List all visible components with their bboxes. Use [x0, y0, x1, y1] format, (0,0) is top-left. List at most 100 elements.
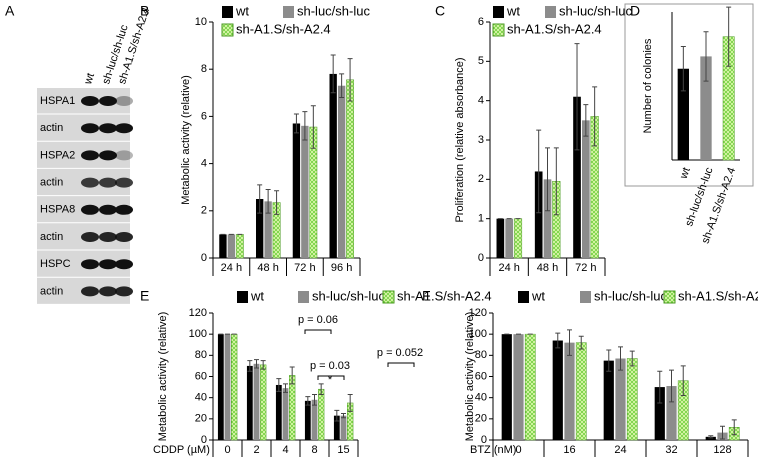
- panel-letter: E: [140, 288, 149, 304]
- error-bar: [545, 147, 550, 212]
- bar: [666, 386, 677, 440]
- y-axis-label: Number of colonies: [642, 38, 654, 133]
- y-tick-label: 4: [478, 95, 484, 107]
- blot-band: [115, 96, 133, 106]
- bar: [304, 400, 311, 440]
- error-bar: [265, 189, 271, 214]
- legend-label: sh-A1.S/sh-A2.4: [507, 21, 602, 36]
- bar: [246, 365, 253, 440]
- blot-row-label: actin: [40, 122, 63, 134]
- x-tick-label: wt: [678, 166, 693, 181]
- bar: [340, 415, 347, 440]
- blot-row-label: HSPC: [40, 258, 71, 270]
- x-tick-label: 72 h: [575, 262, 596, 274]
- bar: [501, 334, 512, 440]
- legend-label: sh-A1.S/sh-A2.4: [678, 288, 758, 303]
- blot-band: [81, 150, 99, 161]
- y-axis-label: Proliferation (relative absorbance): [454, 57, 466, 222]
- error-bar: [339, 73, 345, 99]
- x-tick-label: 2: [253, 444, 259, 456]
- bar: [654, 387, 665, 440]
- legend-swatch: [580, 291, 591, 303]
- error-bar: [536, 129, 542, 214]
- x-tick-label: 0: [515, 444, 521, 456]
- y-axis-label: Metabolic activity (relative): [157, 312, 169, 442]
- bar: [626, 358, 638, 441]
- blot-band: [81, 232, 99, 242]
- y-tick-label: 80: [475, 349, 487, 361]
- error-bar: [618, 346, 623, 371]
- x-tick-label: 32: [665, 444, 677, 456]
- blot-band: [99, 286, 117, 297]
- y-tick-label: 8: [201, 63, 207, 75]
- panel-frame: [624, 3, 754, 187]
- bracket: [304, 329, 332, 334]
- x-tick-label: 72 h: [294, 262, 315, 274]
- blot-band: [81, 204, 99, 215]
- blot-row-label: HSPA8: [40, 204, 75, 216]
- legend-swatch: [222, 6, 233, 18]
- bar: [552, 340, 563, 440]
- bar: [292, 123, 301, 258]
- x-tick-label: 128: [713, 444, 731, 456]
- x-tick-label: 24 h: [221, 262, 242, 274]
- bar: [575, 342, 587, 441]
- blot-band: [99, 204, 117, 215]
- y-axis-label: Metabolic activity (relative): [180, 75, 192, 205]
- y-tick-label: 10: [195, 16, 207, 28]
- blot-band: [99, 177, 117, 188]
- bar: [219, 234, 227, 258]
- error-bar: [657, 370, 663, 404]
- bar: [346, 79, 355, 259]
- error-bar: [312, 393, 317, 406]
- bar: [329, 73, 337, 258]
- bar: [231, 333, 238, 441]
- bar: [318, 388, 325, 441]
- y-tick-label: 4: [201, 158, 207, 170]
- blot-band: [99, 259, 117, 270]
- blot-band: [81, 259, 99, 270]
- error-bar: [305, 396, 311, 406]
- x-tick-label: 96 h: [331, 262, 352, 274]
- error-bar: [310, 105, 316, 149]
- error-bar: [553, 147, 559, 216]
- bar: [615, 358, 626, 440]
- y-tick-label: 40: [475, 392, 487, 404]
- panel-letter: D: [630, 3, 640, 19]
- legend-label: wt: [235, 3, 249, 18]
- bar: [311, 399, 318, 440]
- error-bar: [574, 43, 580, 151]
- y-tick-label: 120: [189, 307, 207, 319]
- error-bar: [606, 349, 612, 372]
- blot-row-label: HSPA2: [40, 149, 75, 161]
- bar: [275, 384, 282, 440]
- error-bar: [341, 413, 346, 419]
- blot-band: [99, 150, 117, 161]
- legend-swatch: [382, 290, 395, 304]
- blot-band: [81, 123, 99, 134]
- legend-swatch: [518, 291, 529, 303]
- legend-swatch: [493, 6, 504, 18]
- error-bar: [720, 425, 725, 440]
- error-bar: [583, 104, 589, 137]
- panel-letter: A: [5, 3, 15, 19]
- x-tick-label: 24: [614, 444, 626, 456]
- blot-band: [81, 96, 99, 106]
- legend-label: wt: [531, 288, 545, 303]
- error-bar: [254, 359, 259, 369]
- y-tick-label: 0: [478, 252, 484, 264]
- blot-band: [115, 150, 133, 161]
- y-tick-label: 1: [478, 213, 484, 225]
- panel-letter: B: [140, 3, 149, 19]
- y-tick-label: 100: [469, 328, 487, 340]
- error-bar: [247, 360, 253, 372]
- bar: [582, 120, 590, 258]
- annotation: p = 0.052: [377, 347, 423, 359]
- error-bar: [708, 435, 714, 439]
- blot-band: [115, 177, 133, 188]
- blot-row-label: actin: [40, 231, 63, 243]
- error-bar: [257, 184, 263, 214]
- blot-band: [115, 204, 133, 215]
- bar: [543, 179, 552, 258]
- x-tick-label: 16: [563, 444, 575, 456]
